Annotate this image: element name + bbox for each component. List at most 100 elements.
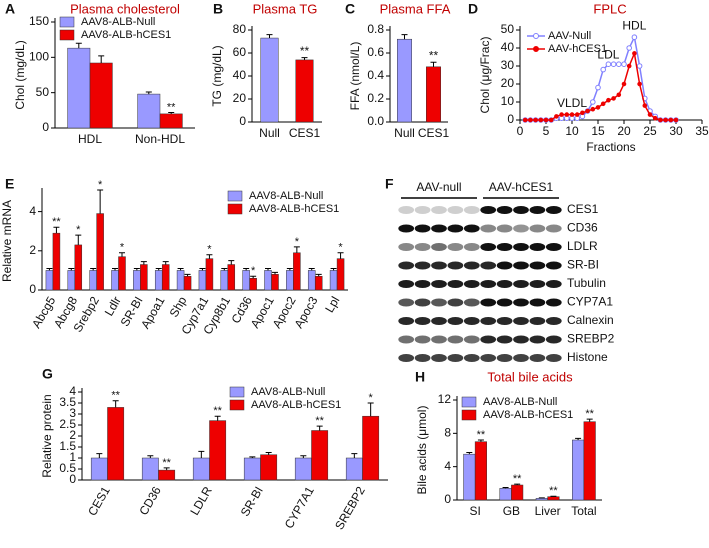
blot-band bbox=[496, 298, 513, 307]
blot-band bbox=[447, 206, 464, 214]
blot-band bbox=[529, 317, 546, 325]
bar bbox=[307, 270, 316, 291]
error-bar bbox=[243, 267, 250, 271]
error-bar bbox=[315, 273, 322, 277]
y-tick-label: 10 bbox=[501, 94, 515, 108]
bar bbox=[463, 453, 476, 501]
x-tick-label: 35 bbox=[695, 124, 709, 138]
bar bbox=[260, 37, 279, 123]
legend-label: AAV8-ALB-hCES1 bbox=[249, 203, 339, 215]
y-tick-label: 3 bbox=[69, 406, 76, 420]
x-tick-label: SI bbox=[469, 504, 480, 518]
blot-band bbox=[447, 298, 464, 307]
y-tick-label: 50 bbox=[501, 22, 515, 36]
error-bar bbox=[228, 260, 235, 265]
group-label: AAV-hCES1 bbox=[489, 180, 554, 194]
error-bar bbox=[112, 267, 119, 271]
bar bbox=[547, 496, 560, 501]
blot-band bbox=[496, 280, 513, 288]
x-tick-label: HDL bbox=[78, 132, 102, 146]
y-tick-label: 0.6 bbox=[367, 45, 384, 59]
legend-swatch bbox=[229, 399, 245, 411]
point bbox=[647, 112, 653, 117]
error-bar bbox=[145, 91, 152, 95]
point bbox=[637, 81, 642, 87]
blot-band bbox=[431, 280, 447, 288]
error-bar bbox=[221, 267, 228, 271]
error-bar bbox=[75, 42, 82, 49]
y-tick-label: 0 bbox=[239, 114, 246, 128]
blot-band bbox=[398, 298, 415, 307]
legend-label: AAV8-ALB-hCES1 bbox=[81, 29, 171, 41]
blot-band bbox=[414, 206, 431, 214]
point bbox=[605, 61, 612, 67]
x-tick-label: 15 bbox=[591, 124, 605, 138]
blot-band bbox=[463, 261, 480, 270]
error-bar bbox=[249, 456, 256, 458]
point bbox=[595, 105, 601, 110]
point bbox=[600, 66, 607, 73]
y-tick-label: 4 bbox=[29, 204, 36, 218]
y-axis-label: TG (mg/dL) bbox=[210, 45, 224, 106]
blot-band bbox=[447, 224, 464, 233]
blot-band bbox=[414, 261, 431, 270]
error-bar bbox=[466, 452, 473, 455]
error-bar bbox=[265, 267, 272, 271]
significance: ** bbox=[300, 44, 310, 58]
blot-band bbox=[447, 317, 464, 325]
error-bar bbox=[118, 252, 125, 257]
blot-band bbox=[480, 261, 497, 270]
protein-label: CD36 bbox=[567, 221, 598, 235]
bar bbox=[90, 457, 108, 481]
panel-letter: E bbox=[5, 176, 14, 192]
significance: * bbox=[98, 179, 103, 191]
error-bar bbox=[477, 439, 484, 442]
legend-swatch bbox=[59, 16, 75, 28]
error-bar bbox=[293, 246, 300, 253]
error-bar bbox=[112, 400, 119, 408]
bar bbox=[192, 457, 210, 481]
point bbox=[548, 117, 554, 123]
legend-swatch bbox=[229, 386, 245, 398]
error-bar bbox=[316, 425, 323, 431]
blot-band bbox=[529, 261, 546, 270]
bar bbox=[286, 270, 294, 291]
point bbox=[658, 117, 663, 123]
blot-band bbox=[414, 335, 431, 344]
legend-label: AAV8-ALB-Null bbox=[81, 16, 155, 28]
blot-band bbox=[480, 243, 497, 251]
y-tick-label: 0 bbox=[42, 120, 49, 134]
error-bar bbox=[90, 267, 97, 271]
blot-band bbox=[529, 280, 546, 288]
blot-band bbox=[496, 243, 513, 251]
error-bar bbox=[98, 55, 105, 63]
error-bar bbox=[265, 452, 272, 455]
point bbox=[564, 112, 570, 117]
x-tick-label: CES1 bbox=[289, 126, 321, 140]
blot-band bbox=[529, 298, 546, 307]
bar bbox=[133, 270, 141, 291]
point bbox=[642, 103, 648, 108]
chart-title: Plasma cholesterol bbox=[70, 1, 180, 16]
legend-label: AAV8-ALB-Null bbox=[483, 396, 557, 408]
bar bbox=[260, 454, 278, 481]
bar bbox=[474, 441, 487, 501]
y-tick-label: 0 bbox=[507, 112, 514, 126]
blot-band bbox=[463, 354, 480, 362]
bar bbox=[89, 270, 97, 291]
point bbox=[616, 61, 622, 67]
blot-band bbox=[513, 224, 529, 233]
bar bbox=[311, 430, 329, 481]
error-bar bbox=[163, 467, 170, 471]
bar bbox=[141, 457, 159, 481]
error-bar bbox=[514, 483, 521, 485]
blot-band bbox=[447, 335, 464, 344]
error-bar bbox=[250, 275, 257, 279]
bar bbox=[161, 264, 170, 291]
bar bbox=[329, 270, 338, 291]
error-bar bbox=[214, 415, 221, 421]
point bbox=[621, 61, 627, 67]
point bbox=[600, 101, 606, 107]
x-tick-label: Total bbox=[571, 504, 596, 518]
y-tick-label: 40 bbox=[233, 68, 247, 82]
